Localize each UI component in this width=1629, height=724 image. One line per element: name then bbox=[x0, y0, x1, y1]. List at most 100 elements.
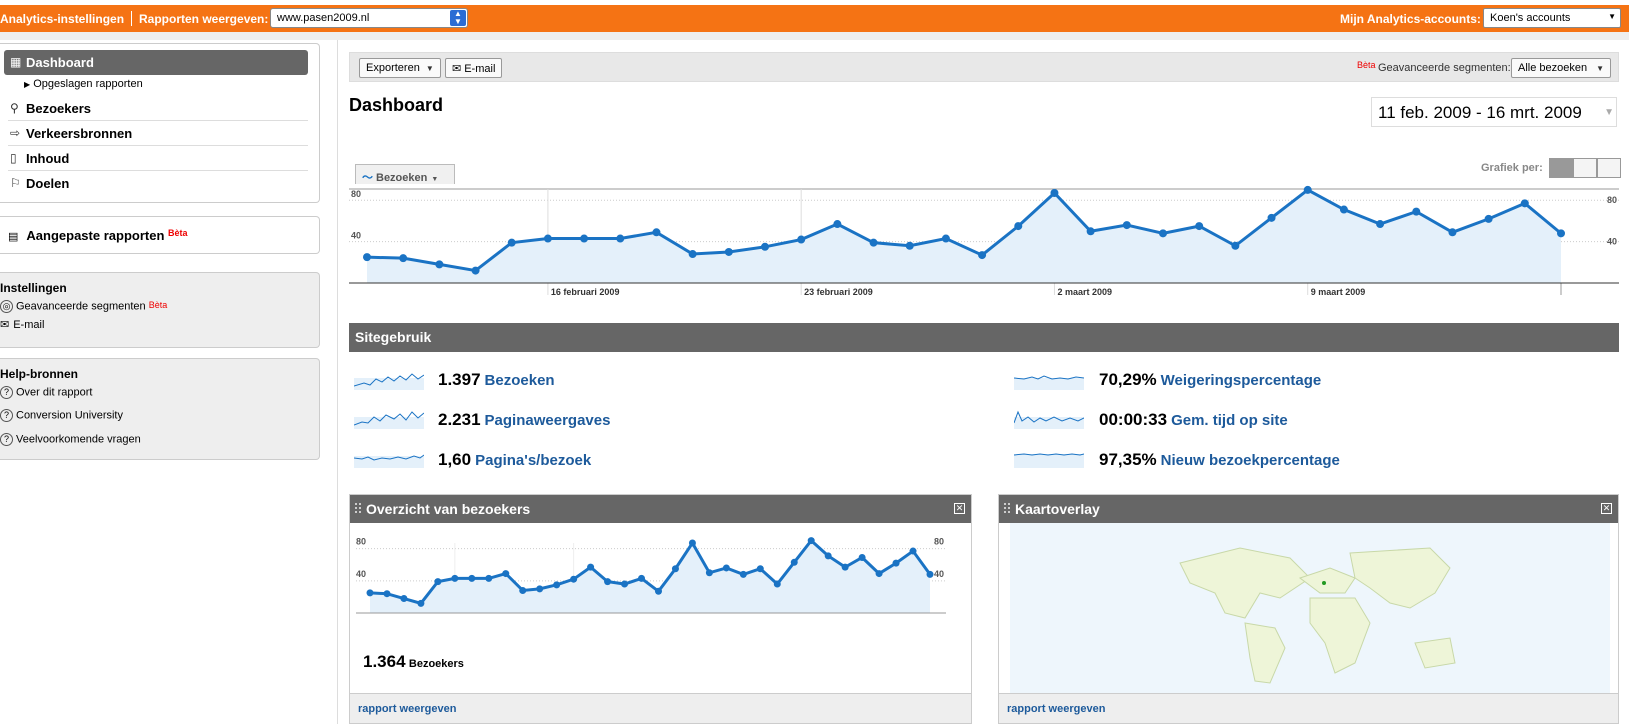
mini-data-point[interactable] bbox=[824, 552, 832, 560]
export-button[interactable]: Exporteren ▼ bbox=[359, 58, 441, 78]
metric-link-bounce-rate[interactable]: Weigeringspercentage bbox=[1160, 372, 1322, 389]
mini-data-point[interactable] bbox=[570, 575, 578, 583]
mini-data-point[interactable] bbox=[400, 595, 408, 603]
mini-data-point[interactable] bbox=[926, 570, 934, 578]
sidebar-item-content[interactable]: ▯ Inhoud bbox=[8, 146, 308, 171]
data-point[interactable] bbox=[1195, 222, 1204, 231]
saved-reports-link[interactable]: ▶ Opgeslagen rapporten bbox=[24, 78, 143, 90]
drag-handle-icon[interactable] bbox=[1004, 503, 1010, 513]
mini-data-point[interactable] bbox=[722, 564, 730, 572]
data-point[interactable] bbox=[1267, 213, 1276, 222]
mini-data-point[interactable] bbox=[621, 580, 629, 588]
mini-data-point[interactable] bbox=[705, 569, 713, 577]
mini-data-point[interactable] bbox=[807, 537, 815, 545]
mini-data-point[interactable] bbox=[553, 581, 561, 589]
mini-data-point[interactable] bbox=[417, 599, 425, 607]
mini-data-point[interactable] bbox=[875, 570, 883, 578]
data-point[interactable] bbox=[1484, 214, 1493, 223]
data-point[interactable] bbox=[761, 242, 769, 251]
mini-data-point[interactable] bbox=[841, 563, 849, 571]
sidebar-item-traffic-sources[interactable]: ⇨ Verkeersbronnen bbox=[8, 121, 308, 146]
data-point[interactable] bbox=[471, 266, 480, 275]
data-point[interactable] bbox=[1303, 185, 1312, 194]
analytics-settings-link[interactable]: Analytics-instellingen bbox=[0, 12, 125, 26]
data-point[interactable] bbox=[978, 251, 987, 260]
data-point[interactable] bbox=[1050, 189, 1059, 197]
map-widget-header[interactable]: Kaartoverlay ✕ bbox=[999, 495, 1618, 523]
mini-data-point[interactable] bbox=[858, 553, 866, 561]
data-point[interactable] bbox=[363, 253, 371, 262]
mini-data-point[interactable] bbox=[892, 559, 900, 567]
data-point[interactable] bbox=[616, 234, 625, 243]
data-point[interactable] bbox=[543, 234, 552, 243]
data-point[interactable] bbox=[1376, 220, 1385, 229]
mini-data-point[interactable] bbox=[468, 574, 476, 582]
custom-reports-link[interactable]: ▤ Aangepaste rapporten Bèta bbox=[8, 228, 188, 243]
data-point[interactable] bbox=[1159, 229, 1167, 238]
view-week-button[interactable] bbox=[1573, 158, 1597, 178]
drag-handle-icon[interactable] bbox=[355, 503, 361, 513]
email-link[interactable]: ✉ E-mail bbox=[0, 318, 44, 331]
mini-data-point[interactable] bbox=[604, 578, 612, 586]
segments-select[interactable]: Alle bezoeken ▼ bbox=[1511, 58, 1611, 78]
mini-data-point[interactable] bbox=[519, 586, 527, 594]
view-month-button[interactable] bbox=[1597, 158, 1621, 178]
mini-data-point[interactable] bbox=[756, 565, 764, 573]
mini-data-point[interactable] bbox=[383, 590, 391, 598]
metric-link-visits[interactable]: Bezoeken bbox=[484, 372, 555, 389]
data-point[interactable] bbox=[1448, 228, 1457, 237]
data-point[interactable] bbox=[688, 250, 697, 259]
mini-data-point[interactable] bbox=[587, 563, 595, 571]
view-day-button[interactable] bbox=[1549, 158, 1573, 178]
mini-data-point[interactable] bbox=[739, 570, 747, 578]
data-point[interactable] bbox=[399, 254, 408, 263]
close-icon[interactable]: ✕ bbox=[954, 503, 965, 514]
data-point[interactable] bbox=[507, 238, 516, 247]
mini-data-point[interactable] bbox=[654, 587, 662, 595]
mini-data-point[interactable] bbox=[434, 578, 442, 586]
metric-tab[interactable]: 〜 Bezoeken ▼ bbox=[355, 164, 455, 184]
visitors-report-link[interactable]: rapport weergeven bbox=[358, 703, 457, 715]
data-point[interactable] bbox=[652, 228, 661, 237]
data-point[interactable] bbox=[833, 220, 842, 229]
data-point[interactable] bbox=[869, 238, 878, 247]
help-link-about-report[interactable]: ? Over dit rapport bbox=[0, 386, 92, 399]
mini-data-point[interactable] bbox=[909, 547, 917, 555]
data-point[interactable] bbox=[435, 260, 444, 269]
sidebar-item-goals[interactable]: ⚐ Doelen bbox=[8, 171, 308, 196]
email-button[interactable]: ✉ E-mail bbox=[445, 58, 503, 78]
mini-data-point[interactable] bbox=[688, 539, 696, 547]
help-link-conversion-university[interactable]: ? Conversion University bbox=[0, 409, 123, 422]
mini-data-point[interactable] bbox=[638, 574, 646, 582]
mini-data-point[interactable] bbox=[671, 565, 679, 573]
data-point[interactable] bbox=[1231, 241, 1240, 250]
help-link-faq[interactable]: ? Veelvoorkomende vragen bbox=[0, 433, 141, 446]
mini-data-point[interactable] bbox=[451, 574, 459, 582]
data-point[interactable] bbox=[580, 234, 589, 243]
data-point[interactable] bbox=[1339, 205, 1348, 214]
mini-data-point[interactable] bbox=[790, 558, 798, 566]
data-point[interactable] bbox=[1412, 207, 1421, 216]
data-point[interactable] bbox=[941, 234, 950, 243]
site-select[interactable]: www.pasen2009.nl ▲ ▼ bbox=[270, 8, 468, 28]
advanced-segments-link[interactable]: ◎ Geavanceerde segmenten Bèta bbox=[0, 300, 167, 313]
mini-data-point[interactable] bbox=[485, 574, 493, 582]
map-report-link[interactable]: rapport weergeven bbox=[1007, 703, 1106, 715]
mini-data-point[interactable] bbox=[773, 580, 781, 588]
sidebar-item-dashboard[interactable]: ▦ Dashboard bbox=[4, 50, 308, 75]
mini-data-point[interactable] bbox=[502, 570, 510, 578]
mini-data-point[interactable] bbox=[366, 589, 374, 597]
date-range-picker[interactable]: 11 feb. 2009 - 16 mrt. 2009 ▼ bbox=[1371, 97, 1617, 127]
data-point[interactable] bbox=[1557, 229, 1565, 238]
data-point[interactable] bbox=[1122, 221, 1131, 230]
visitors-widget-header[interactable]: Overzicht van bezoekers ✕ bbox=[350, 495, 971, 523]
data-point[interactable] bbox=[905, 241, 914, 250]
mini-data-point[interactable] bbox=[536, 585, 544, 593]
metric-link-pageviews[interactable]: Paginaweergaves bbox=[484, 412, 611, 429]
sidebar-item-visitors[interactable]: ⚲ Bezoekers bbox=[8, 96, 308, 121]
metric-link-pages-per-visit[interactable]: Pagina's/bezoek bbox=[475, 452, 592, 469]
close-icon[interactable]: ✕ bbox=[1601, 503, 1612, 514]
metric-link-time-on-site[interactable]: Gem. tijd op site bbox=[1171, 412, 1288, 429]
account-select[interactable]: Koen's accounts ▼ bbox=[1483, 8, 1621, 28]
data-point[interactable] bbox=[1520, 199, 1529, 208]
